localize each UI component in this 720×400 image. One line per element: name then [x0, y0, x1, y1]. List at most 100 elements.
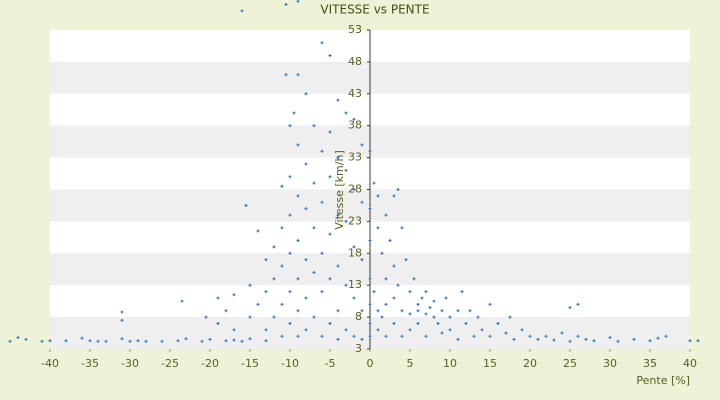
point [320, 41, 324, 45]
point [304, 328, 308, 332]
y-tick-label: 8 [355, 310, 362, 323]
point [380, 315, 384, 319]
point [16, 336, 20, 340]
point [368, 149, 372, 153]
point [320, 251, 324, 255]
point [368, 207, 372, 211]
point [448, 328, 452, 332]
x-tick-label: -10 [281, 357, 299, 370]
point [408, 290, 412, 294]
y-tick-label: 38 [348, 119, 362, 132]
point [312, 181, 316, 185]
point [428, 306, 432, 310]
x-tick-label: 35 [643, 357, 657, 370]
point [384, 302, 388, 306]
point [416, 309, 420, 313]
point [368, 334, 372, 338]
point [360, 200, 364, 204]
point [592, 339, 596, 343]
point [420, 296, 424, 300]
point [288, 213, 292, 217]
point [388, 239, 392, 243]
point [304, 162, 308, 166]
point [280, 302, 284, 306]
point [408, 312, 412, 316]
point [120, 318, 124, 322]
point [352, 334, 356, 338]
point [436, 321, 440, 325]
point [396, 283, 400, 287]
y-tick-label: 23 [348, 214, 362, 227]
point [120, 310, 124, 314]
point [432, 299, 436, 303]
point [320, 290, 324, 294]
point [280, 226, 284, 230]
x-tick-label: 0 [367, 357, 374, 370]
point [136, 339, 140, 343]
point [472, 334, 476, 338]
point [392, 194, 396, 198]
point [288, 290, 292, 294]
point [360, 143, 364, 147]
point [396, 188, 400, 191]
y-axis-title: Vitesse [km/h] [333, 150, 346, 230]
x-tick-label: -15 [241, 357, 259, 370]
point [232, 328, 236, 332]
point [416, 321, 420, 325]
point [312, 226, 316, 230]
point [88, 339, 92, 343]
point [352, 117, 356, 121]
point [440, 331, 444, 335]
point [272, 315, 276, 319]
x-tick-label: 5 [407, 357, 414, 370]
point [496, 321, 500, 325]
point [40, 339, 44, 343]
point [400, 226, 404, 230]
point [468, 309, 472, 313]
point [456, 309, 460, 313]
x-axis-title: Pente [%] [636, 374, 690, 387]
point [320, 149, 324, 153]
point [296, 334, 300, 338]
point [344, 219, 348, 223]
point [380, 251, 384, 255]
point [400, 334, 404, 338]
x-tick-label: -30 [121, 357, 139, 370]
point [272, 245, 276, 249]
point [336, 213, 340, 217]
point [424, 312, 428, 316]
point [256, 302, 260, 306]
y-tick-label: 43 [348, 87, 362, 100]
point [688, 339, 692, 343]
point [288, 175, 292, 179]
point [576, 302, 580, 306]
point [96, 339, 100, 343]
point [372, 181, 376, 185]
y-tick-label: 33 [348, 151, 362, 164]
x-tick-label: -25 [161, 357, 179, 370]
point [160, 339, 164, 343]
point [344, 328, 348, 332]
point [476, 315, 480, 319]
point [296, 194, 300, 198]
point [444, 296, 448, 300]
y-tick-label: 13 [348, 278, 362, 291]
point [528, 334, 532, 338]
point [248, 283, 252, 287]
x-tick-label: -20 [201, 357, 219, 370]
point [368, 239, 372, 243]
point [608, 336, 612, 340]
point [344, 111, 348, 115]
point [432, 315, 436, 319]
point [296, 309, 300, 313]
point [64, 339, 68, 343]
x-tick-label: -40 [41, 357, 59, 370]
y-tick-label: 48 [348, 55, 362, 68]
point [368, 277, 372, 281]
x-tick-label: 10 [443, 357, 457, 370]
point [632, 337, 636, 341]
point [288, 321, 292, 325]
point [616, 339, 620, 343]
point [256, 229, 260, 233]
point [560, 331, 564, 335]
